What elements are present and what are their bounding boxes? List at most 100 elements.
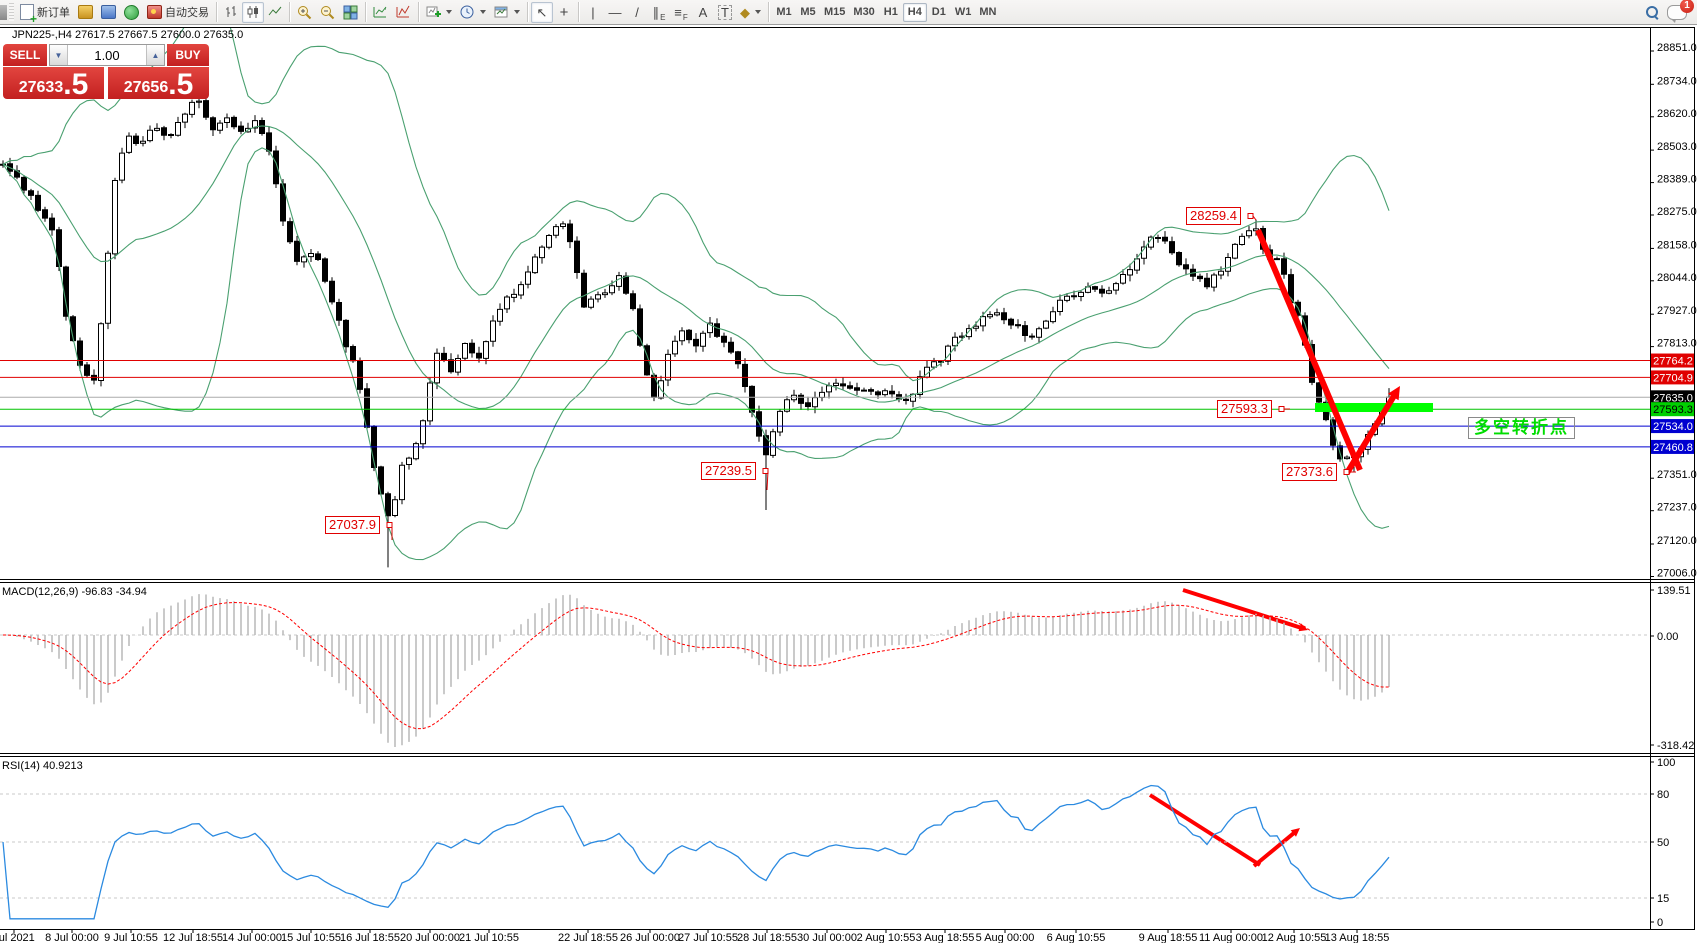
toolbar-separator: [365, 2, 366, 22]
price-axis[interactable]: 28851.0 28734.0 28620.0 28503.0 28389.0 28275…: [1650, 42, 1697, 929]
macd-panel[interactable]: [0, 594, 1650, 747]
panel-resizer[interactable]: [0, 753, 1695, 757]
shapes-icon: ◆: [740, 4, 750, 20]
turning-point-annotation[interactable]: 多空转折点: [1468, 417, 1575, 439]
shapes-tool-button[interactable]: ◆: [736, 2, 765, 23]
trendline-tool-button[interactable]: /: [626, 2, 648, 23]
label-anchor-handle: [386, 522, 393, 528]
buy-price[interactable]: 27656.5: [108, 67, 209, 100]
timeframe-h1[interactable]: H1: [879, 3, 903, 22]
time-tick-label: 27 Jul 10:55: [678, 932, 738, 943]
sell-price[interactable]: 27633.5: [3, 67, 104, 100]
search-icon[interactable]: [1646, 5, 1659, 20]
timeframe-mn[interactable]: MN: [975, 3, 1000, 22]
chart-title: JPN225-,H4 27617.5 27667.5 27600.0 27635…: [12, 29, 244, 41]
time-tick-label: 9 Jul 10:55: [104, 932, 158, 943]
axis-tick-label: 28389.0: [1657, 174, 1697, 186]
price-badge-label: 27704.9: [1653, 372, 1693, 384]
volume-down-button[interactable]: ▼: [50, 45, 68, 65]
vertical-line-tool-button[interactable]: |: [582, 2, 604, 23]
support-price-label[interactable]: 27593.3: [1217, 400, 1272, 418]
panel-resizer[interactable]: [0, 579, 1695, 583]
macd-label: MACD(12,26,9) -96.83 -34.94: [2, 586, 147, 598]
trend-arrow[interactable]: [1148, 793, 1262, 867]
axis-tick-label: 27120.0: [1657, 535, 1697, 547]
text-tool-button[interactable]: A: [692, 2, 714, 23]
window-icon: [0, 4, 7, 20]
data-window-button[interactable]: [97, 2, 120, 23]
zoom-in-button[interactable]: [293, 2, 316, 23]
bollinger-middle: [2, 125, 1390, 410]
horizontal-line-tool-button[interactable]: —: [604, 2, 626, 23]
add-indicator-button[interactable]: [422, 2, 456, 23]
green-zone-bar[interactable]: [1315, 403, 1433, 412]
autotrading-icon: [147, 5, 162, 19]
swing-high-label[interactable]: 28259.4: [1186, 207, 1241, 225]
sell-button[interactable]: SELL: [3, 44, 47, 66]
arrange-windows-button[interactable]: [392, 2, 415, 23]
rsi-panel[interactable]: [0, 784, 1650, 920]
price-badge: [1651, 402, 1695, 417]
trend-arrow[interactable]: [1344, 390, 1399, 475]
cursor-tool-button[interactable]: ↖: [531, 1, 553, 23]
period-button[interactable]: [456, 2, 490, 23]
fibonacci-tool-button[interactable]: ≡ F: [670, 2, 692, 23]
main-plot[interactable]: [0, 25, 1392, 568]
candle-wicks: [2, 97, 1390, 568]
crosshair-tool-button[interactable]: +: [553, 2, 575, 23]
bollinger-lower: [2, 147, 1390, 561]
signals-button[interactable]: [120, 2, 143, 23]
toolbar-separator: [289, 2, 290, 22]
tile-windows-button[interactable]: [339, 2, 362, 23]
time-tick-label: 9 Aug 18:55: [1139, 932, 1198, 943]
toolbar-grip[interactable]: [9, 3, 14, 21]
candlestick-chart-button[interactable]: [242, 1, 264, 23]
channel-sub-label: E: [660, 12, 666, 22]
new-order-button[interactable]: 新订单: [16, 2, 74, 24]
label-tool-icon: T: [718, 4, 732, 20]
label-tool-button[interactable]: T: [714, 2, 736, 23]
crosshair-icon: +: [559, 3, 569, 21]
timeframe-w1[interactable]: W1: [951, 3, 976, 22]
timeframe-m30[interactable]: M30: [849, 3, 878, 22]
trend-arrow[interactable]: [1252, 829, 1298, 868]
template-icon: [494, 6, 508, 17]
chart-canvas[interactable]: 28851.0 28734.0 28620.0 28503.0 28389.0 28275…: [0, 25, 1697, 943]
swing-low-label[interactable]: 27037.9: [325, 516, 380, 534]
zoom-out-icon: [321, 5, 335, 19]
chart-window[interactable]: 28851.0 28734.0 28620.0 28503.0 28389.0 28275…: [0, 25, 1697, 943]
axis-tick-label: 15: [1657, 893, 1669, 905]
swing-low-label[interactable]: 27239.5: [701, 462, 756, 480]
sell-price-main: 27633: [18, 79, 64, 96]
volume-up-button[interactable]: ▲: [146, 45, 164, 65]
trend-arrow[interactable]: [1182, 588, 1305, 631]
toolbar-separator: [578, 2, 579, 22]
axis-tick-label: 27351.0: [1657, 469, 1697, 481]
channel-tool-button[interactable]: ∥ E: [648, 2, 670, 23]
signals-icon: [124, 4, 139, 20]
timeframe-h4[interactable]: H4: [902, 2, 927, 22]
line-chart-button[interactable]: [264, 2, 286, 23]
market-watch-button[interactable]: [74, 2, 97, 23]
bar-chart-button[interactable]: [220, 2, 242, 23]
price-badge: [1651, 370, 1695, 385]
one-click-trading-panel: SELL ▼ 1.00 ▲ BUY 27633.5 27656.5: [3, 44, 209, 100]
autotrading-button[interactable]: 自动交易: [143, 2, 213, 23]
timeframe-m15[interactable]: M15: [820, 3, 849, 22]
cascade-windows-button[interactable]: [369, 2, 392, 23]
timeframe-d1[interactable]: D1: [927, 3, 951, 22]
timeframe-m5[interactable]: M5: [796, 3, 820, 22]
notifications-icon[interactable]: 1: [1667, 0, 1694, 23]
time-axis[interactable]: Jul 2021 8 Jul 00:00 9 Jul 10:55 12 Jul 18:…: [0, 929, 1389, 943]
timeframe-m1[interactable]: M1: [772, 3, 796, 22]
volume-value[interactable]: 1.00: [94, 47, 120, 63]
data-window-icon: [101, 5, 116, 19]
zoom-out-button[interactable]: [316, 2, 339, 23]
price-badge: [1651, 439, 1695, 454]
template-button[interactable]: [490, 2, 524, 23]
time-tick-label: 20 Jul 00:00: [400, 932, 460, 943]
buy-button[interactable]: BUY: [167, 44, 209, 66]
time-tick-label: 15 Jul 10:55: [281, 932, 341, 943]
trend-arrow[interactable]: [1255, 228, 1363, 472]
swing-low-label[interactable]: 27373.6: [1282, 463, 1337, 481]
